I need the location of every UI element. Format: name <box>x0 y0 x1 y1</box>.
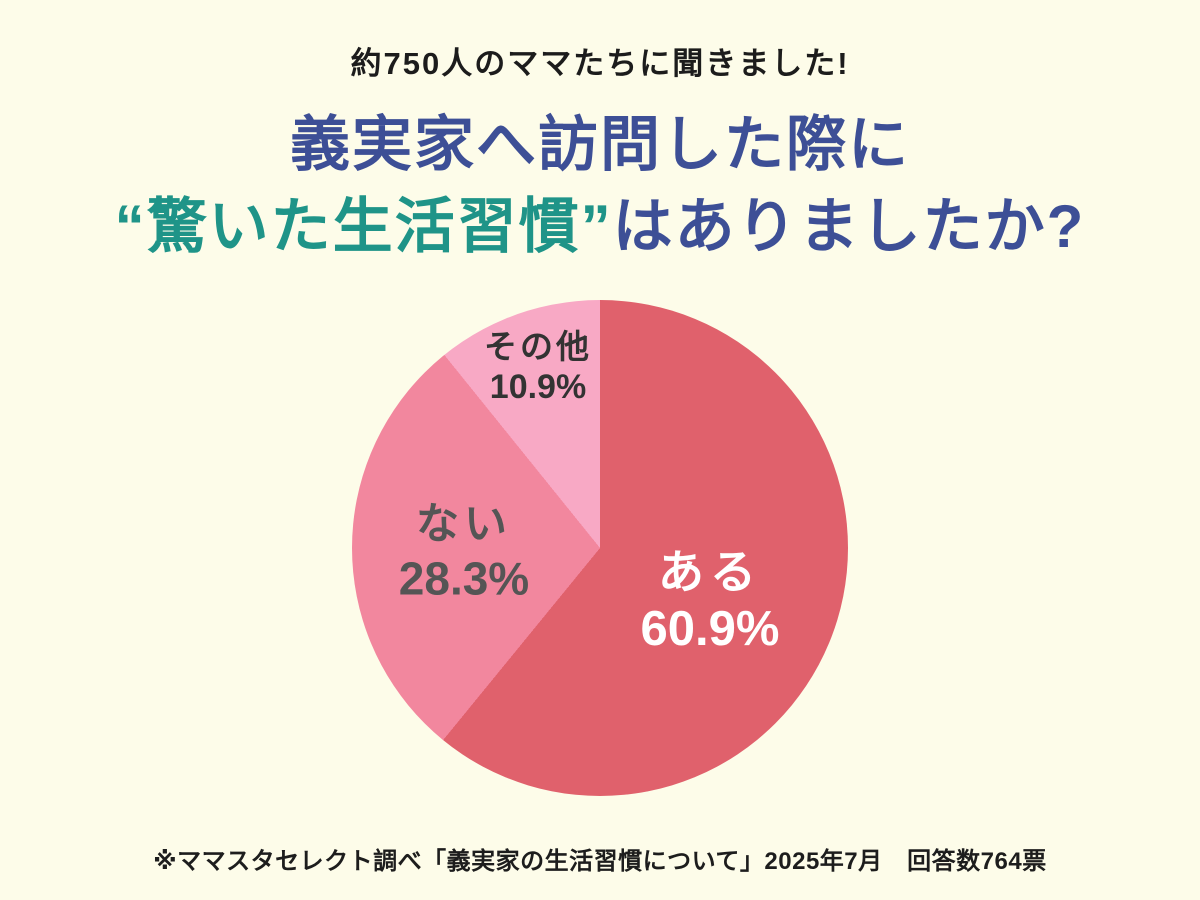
source-note: ※ママスタセレクト調べ「義実家の生活習慣について」2025年7月 回答数764票 <box>153 848 1047 875</box>
page-title: 義実家へ訪問した際に “驚いた生活習慣”はありましたか? <box>0 104 1200 268</box>
title-rest: はありましたか? <box>612 193 1086 261</box>
slice-name: ない <box>416 500 512 549</box>
pie-circle <box>352 300 848 796</box>
slice-percent: 28.3% <box>398 553 530 606</box>
slice-label-sonota: その他 10.9% <box>484 327 592 409</box>
survey-eyebrow: 約750人のママたちに聞きました! <box>350 46 850 81</box>
slice-label-nai: ない 28.3% <box>399 499 529 608</box>
slice-label-aru: ある 60.9% <box>641 544 780 660</box>
slice-name: その他 <box>484 328 592 366</box>
pie-chart: ある 60.9% ない 28.3% その他 10.9% <box>352 300 848 796</box>
slice-name: ある <box>658 546 762 599</box>
title-line-1: 義実家へ訪問した際に <box>290 111 910 178</box>
slice-percent: 60.9% <box>640 602 780 657</box>
slice-percent: 10.9% <box>489 368 587 407</box>
title-highlight: “驚いた生活習慣” <box>114 193 613 261</box>
